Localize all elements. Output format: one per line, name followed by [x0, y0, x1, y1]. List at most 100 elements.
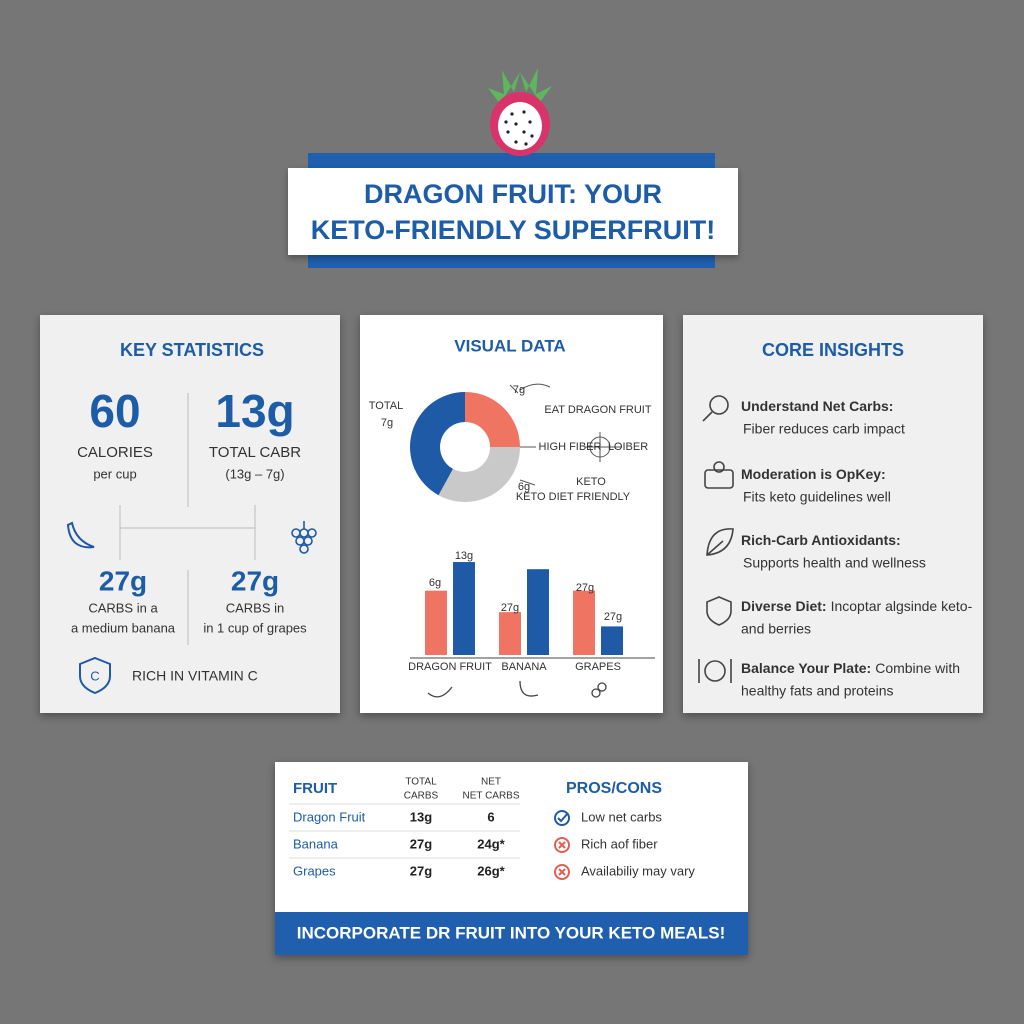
core-insights-panel: CORE INSIGHTS Understand Net Carbs: Fiber… — [683, 315, 983, 713]
category-label: BANANA — [501, 661, 547, 673]
key-statistics-panel: KEY STATISTICS C RICH IN VITAMIN C 60 CAL… — [40, 315, 340, 713]
title-line: KETO-FRIENDLY SUPERFRUIT! — [310, 215, 716, 245]
insight-line: Balance Your Plate: Combine with — [741, 660, 960, 676]
panel-title: VISUAL DATA — [454, 336, 565, 355]
bar-label: 27g — [501, 602, 519, 614]
banner-text: INCORPORATE DR FRUIT INTO YOUR KETO MEAL… — [297, 923, 725, 942]
bar — [425, 590, 447, 655]
insight-title: Diverse Diet: — [741, 598, 827, 614]
donut-label: 7g — [381, 417, 393, 429]
stat-label: CALORIES — [77, 444, 153, 461]
donut-note: HIGH FIBER — [539, 441, 602, 453]
stat-value: 27g — [231, 565, 279, 596]
donut-note: KETO — [576, 476, 606, 488]
key-statistics: KEY STATISTICS C RICH IN VITAMIN C 60 CAL… — [66, 340, 317, 695]
bar — [499, 612, 521, 655]
table-cell: 27g — [410, 863, 432, 878]
insight-title: Rich-Carb Antioxidants: — [741, 532, 901, 548]
bar — [573, 590, 595, 655]
insight-text: Incoptar algsinde keto- — [831, 598, 973, 614]
banner — [275, 912, 748, 955]
footer: RICH IN VITAMIN C — [132, 668, 258, 684]
insight-text: healthy fats and proteins — [741, 683, 894, 699]
donut-note: KETO DIET FRIENDLY — [516, 491, 631, 503]
visual-data-panel: VISUAL DATA TOTAL 7g 7g 6g EAT DRAGON FRUIT H… — [360, 315, 663, 713]
stat-sub: (13g – 7g) — [225, 466, 284, 481]
dragon-fruit-icon — [488, 68, 552, 156]
bar-label: 27g — [576, 582, 594, 594]
shield-icon — [79, 656, 111, 695]
insight-title: Moderation is OpKey: — [741, 466, 886, 482]
insight-line: Understand Net Carbs: — [741, 398, 893, 414]
callout-lines — [509, 383, 622, 486]
insight-text: Combine with — [875, 660, 960, 676]
insight-title: Understand Net Carbs: — [741, 398, 893, 414]
donut-label: 7g — [513, 384, 525, 396]
table-cell: Banana — [293, 836, 339, 851]
title-line: DRAGON FRUIT: YOUR — [363, 179, 662, 209]
table-cell: 6 — [487, 809, 494, 824]
pros-cons-item: Low net carbs — [581, 809, 662, 824]
icon-letter: C — [90, 668, 99, 683]
bar — [601, 626, 623, 655]
table-cell: Dragon Fruit — [293, 809, 366, 824]
stat-sub: a medium banana — [71, 620, 176, 635]
table-header: TOTAL — [405, 777, 437, 788]
donut-note: EAT DRAGON FRUIT — [544, 404, 651, 416]
insight-line: Moderation is OpKey: — [741, 466, 886, 482]
bar-label: 6g — [429, 577, 441, 589]
pros-cons-title: PROS/CONS — [566, 780, 662, 797]
visual-data: VISUAL DATA TOTAL 7g 7g 6g EAT DRAGON FRUIT H… — [369, 336, 655, 698]
insight-icons — [698, 395, 734, 683]
category-label: DRAGON FRUIT — [408, 661, 492, 673]
bar — [527, 569, 549, 655]
panel-title: CORE INSIGHTS — [762, 340, 904, 360]
stat-sub: per cup — [93, 466, 136, 481]
donut-slice — [410, 392, 465, 496]
table-header: NET — [481, 777, 501, 788]
crosshair — [585, 432, 615, 462]
insight-text: Supports health and wellness — [743, 555, 926, 571]
bar-label: 27g — [604, 611, 622, 623]
table-cell: 26g* — [477, 863, 505, 878]
panel-title: KEY STATISTICS — [120, 340, 264, 360]
table-header: NET CARBS — [462, 791, 519, 802]
grapes-icon — [291, 521, 317, 554]
pros-cons-item: Rich aof fiber — [581, 836, 658, 851]
bar-label: 13g — [455, 550, 473, 562]
core-insights: CORE INSIGHTS Understand Net Carbs: Fiber… — [698, 340, 973, 699]
header-box: DRAGON FRUIT: YOUR KETO-FRIENDLY SUPERFR… — [288, 168, 738, 255]
stat-label: CARBS in — [226, 600, 285, 615]
bar — [453, 562, 475, 655]
stat-sub: in 1 cup of grapes — [203, 620, 307, 635]
title: DRAGON FRUIT: YOUR KETO-FRIENDLY SUPERFR… — [288, 168, 738, 248]
stat-value: 27g — [99, 565, 147, 596]
insight-line: Rich-Carb Antioxidants: — [741, 532, 901, 548]
insight-text: Fiber reduces carb impact — [743, 421, 905, 437]
insight-title: Balance Your Plate: — [741, 660, 871, 676]
stat-label: TOTAL CABR — [209, 444, 301, 461]
table-cell: 27g — [410, 836, 432, 851]
summary-card: PROS/CONS INCORPORATE DR FRUIT INTO YOUR… — [275, 762, 748, 955]
donut-label: TOTAL — [369, 400, 403, 412]
table-cell: 24g* — [477, 836, 505, 851]
connector — [119, 505, 256, 645]
table-header: FRUIT — [293, 780, 337, 797]
pros-cons-item: Availabiliy may vary — [581, 863, 695, 878]
donut-note: LOIBER — [608, 441, 648, 453]
donut-slice — [465, 392, 520, 447]
table-header: CARBS — [404, 791, 439, 802]
stat-value: 13g — [215, 385, 294, 437]
insight-text: Fits keto guidelines well — [743, 489, 891, 505]
table-cell: 13g — [410, 809, 432, 824]
donut-slice — [438, 447, 520, 502]
stat-label: CARBS in a — [88, 600, 158, 615]
insight-text: and berries — [741, 621, 811, 637]
pros-cons-icons — [554, 810, 570, 880]
summary: PROS/CONS INCORPORATE DR FRUIT INTO YOUR… — [275, 777, 748, 955]
banana-icon — [66, 521, 95, 549]
category-label: GRAPES — [575, 661, 621, 673]
table-cell: Grapes — [293, 863, 336, 878]
stat-value: 60 — [89, 385, 140, 437]
